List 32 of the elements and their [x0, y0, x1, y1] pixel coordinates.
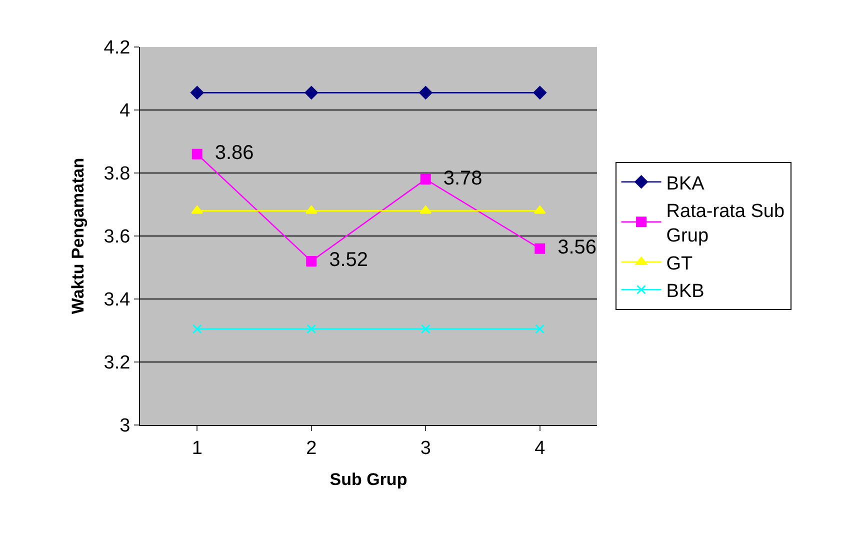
legend-label: GT [666, 253, 694, 274]
point [304, 86, 318, 100]
y-tick-label: 4 [120, 100, 131, 122]
point [420, 324, 430, 334]
y-tick-label: 4.2 [104, 38, 130, 59]
x-tick-label: 1 [192, 438, 202, 459]
data-label: 3.86 [204, 142, 254, 164]
y-tick-label: 3.4 [104, 290, 131, 311]
data-label: 3.52 [318, 249, 368, 272]
data-label: 3.56 [546, 236, 597, 259]
point [192, 148, 202, 160]
point [306, 324, 316, 334]
legend-label: BKB [666, 281, 704, 302]
y-tick-label: 3.8 [104, 164, 130, 185]
x-tick-label: 4 [534, 438, 546, 459]
y-axis-title: Waktu Pengamatan [68, 158, 88, 314]
point [534, 243, 546, 254]
x-axis-title: Sub Grup [330, 470, 408, 490]
point [190, 86, 204, 100]
x-tick-label: 3 [420, 438, 431, 459]
y-tick-label: 3.2 [104, 352, 130, 374]
legend-label: Rata-rata Sub Grup [666, 200, 785, 247]
point [535, 324, 545, 334]
y-tick-label: 3.6 [104, 226, 130, 248]
y-tick-label: 3 [120, 416, 130, 437]
legend-label: BKA [666, 173, 705, 194]
point [306, 256, 317, 266]
point [192, 324, 202, 334]
x-tick-label: 2 [306, 438, 317, 459]
point [420, 174, 431, 185]
point [419, 86, 432, 100]
point [533, 86, 546, 100]
